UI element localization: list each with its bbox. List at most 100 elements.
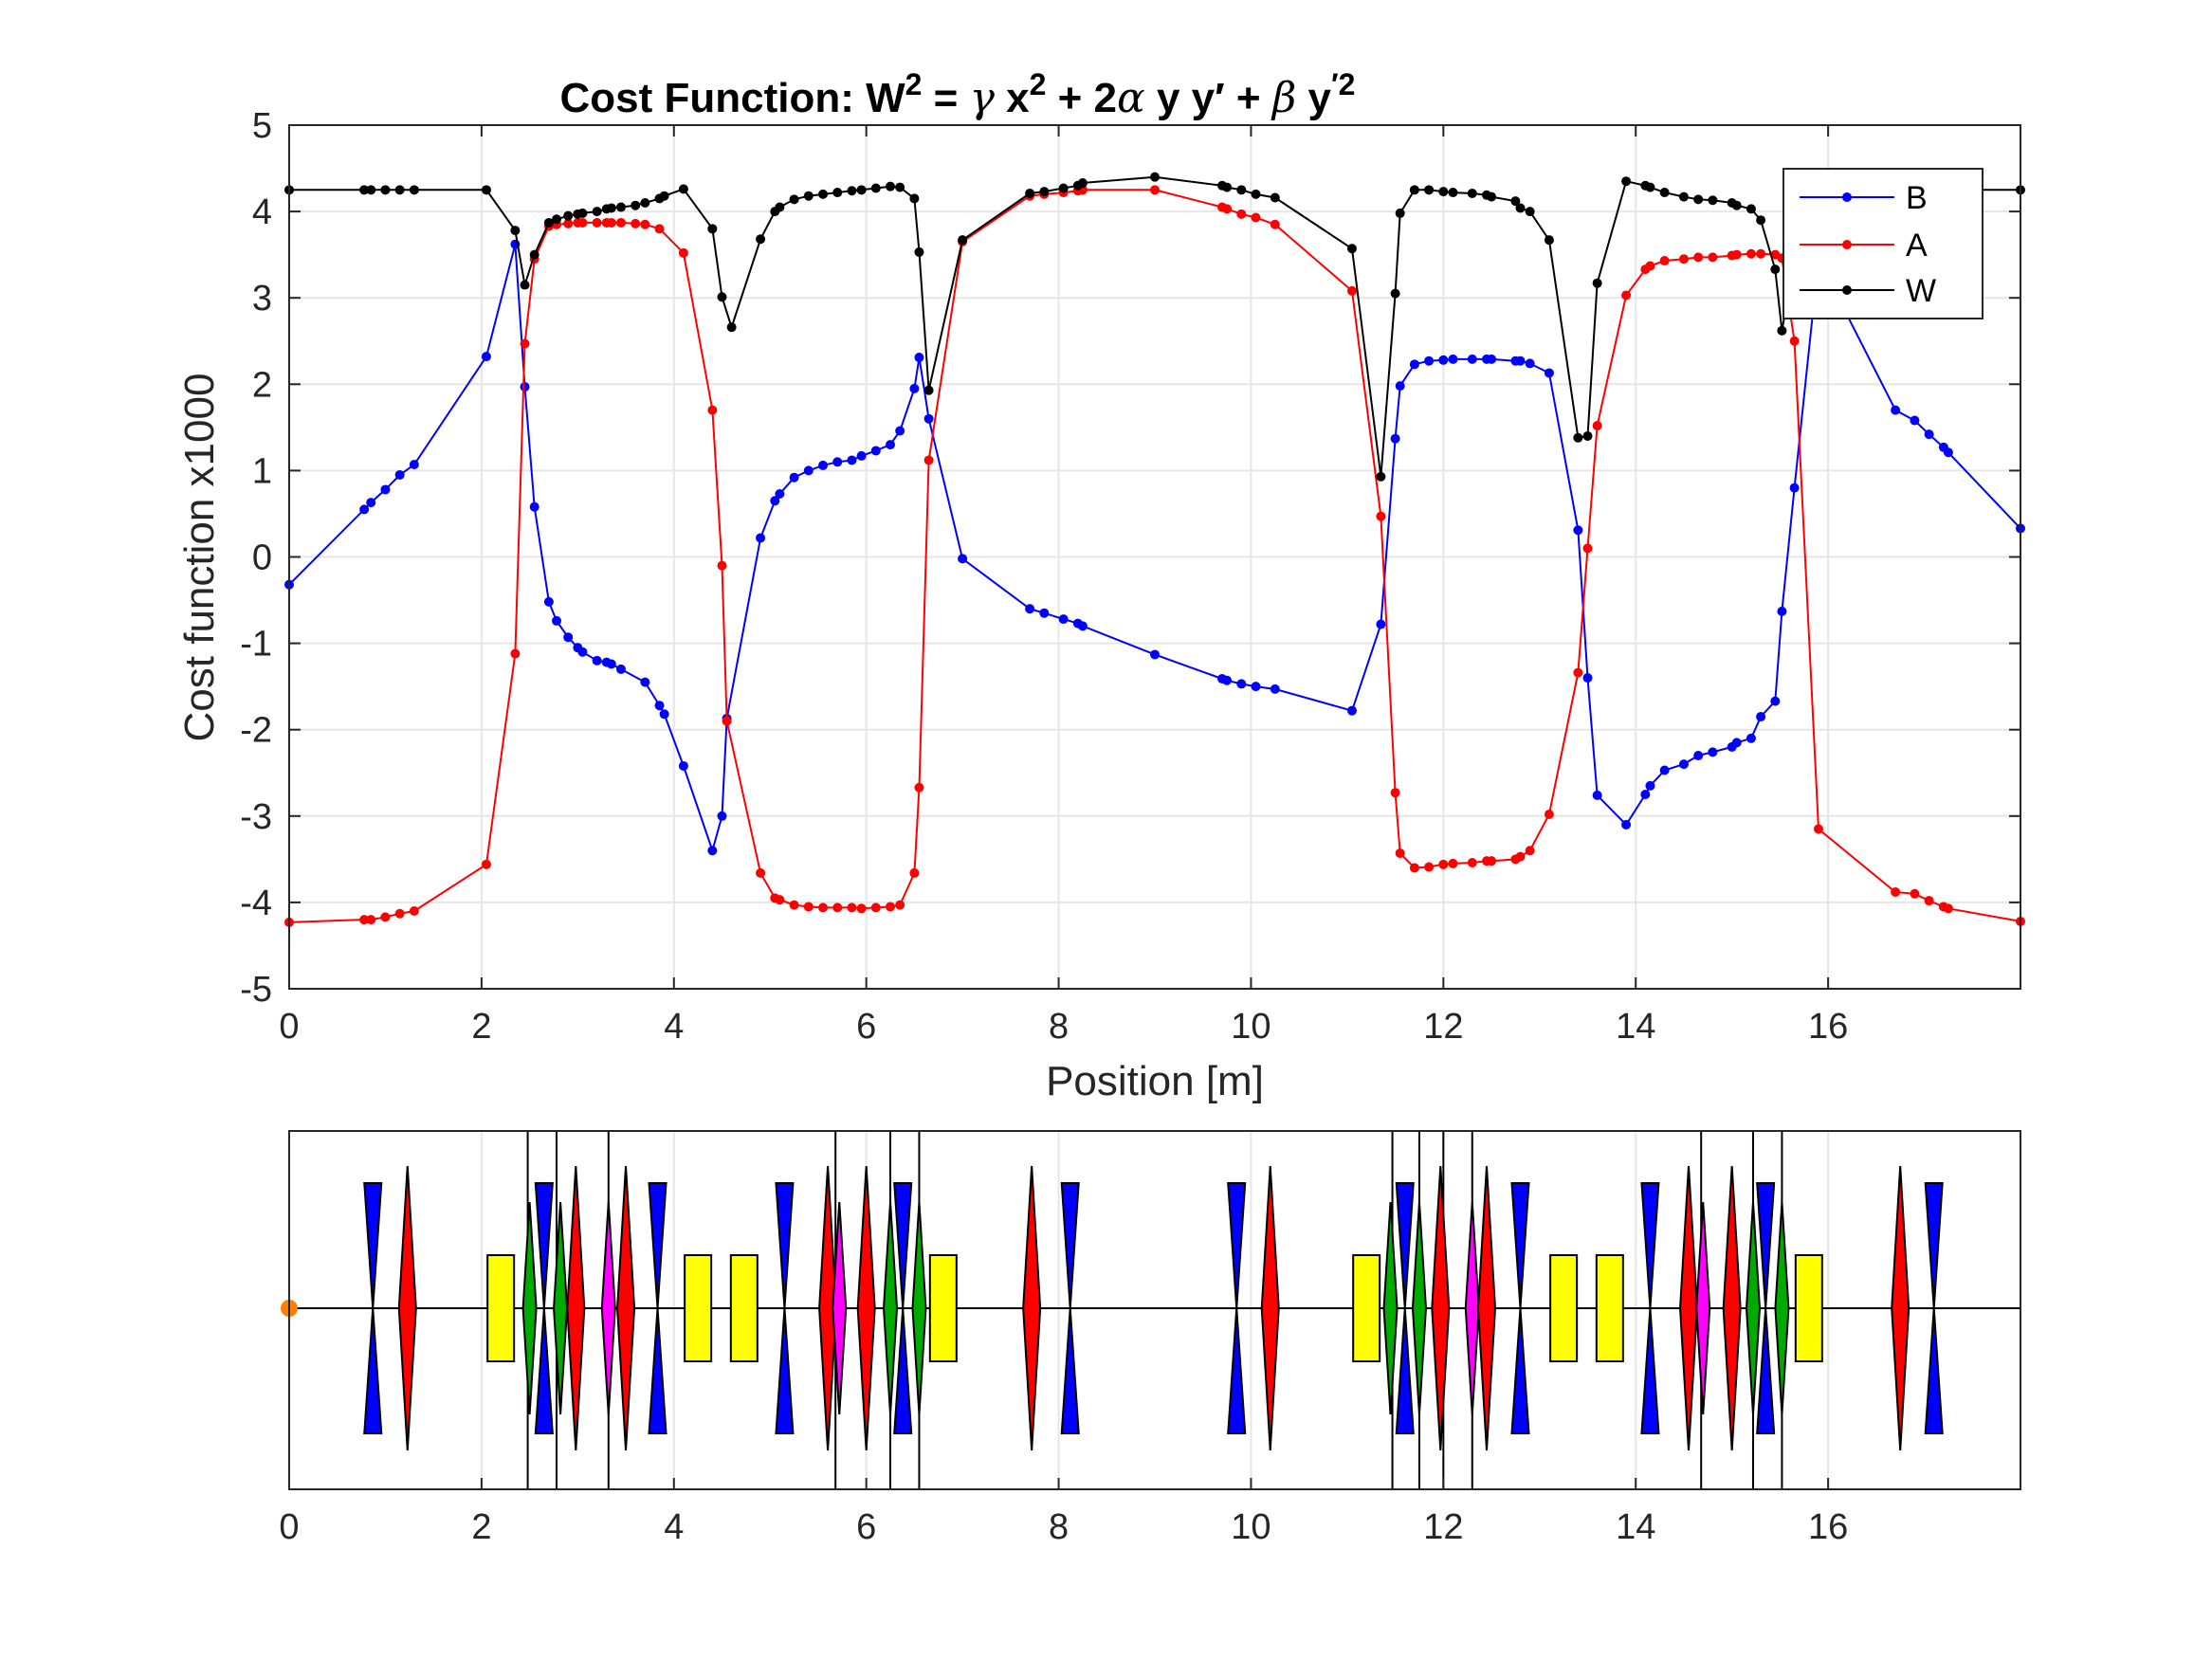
data-point-b bbox=[366, 498, 376, 508]
data-point-b bbox=[563, 632, 574, 643]
data-point-w bbox=[914, 246, 924, 257]
data-point-b bbox=[1789, 483, 1800, 493]
data-point-b bbox=[870, 446, 881, 456]
data-point-a bbox=[606, 217, 616, 228]
data-point-a bbox=[722, 716, 732, 726]
data-point-a bbox=[409, 906, 419, 917]
octupole-element bbox=[1464, 1201, 1480, 1415]
data-point-b bbox=[606, 659, 616, 669]
series-group bbox=[284, 172, 2025, 927]
dipole-magnet bbox=[684, 1254, 713, 1362]
legend-marker-b bbox=[1842, 192, 1852, 202]
lattice-x-tick-label: 10 bbox=[1231, 1507, 1271, 1547]
data-point-w bbox=[1395, 208, 1405, 218]
lattice-x-tick-label: 0 bbox=[279, 1507, 299, 1547]
title-sup1: 2 bbox=[905, 67, 923, 101]
sextupole-element bbox=[1745, 1201, 1761, 1415]
sextupole-element bbox=[553, 1201, 569, 1415]
x-tick-label: 12 bbox=[1423, 1007, 1463, 1047]
grid bbox=[289, 125, 2020, 989]
data-point-b bbox=[1236, 679, 1247, 689]
data-point-b bbox=[1924, 429, 1934, 440]
data-point-a bbox=[1424, 862, 1435, 872]
data-point-a bbox=[789, 900, 799, 910]
x-tick-label: 2 bbox=[471, 1007, 491, 1047]
data-point-b bbox=[1525, 358, 1535, 369]
data-point-b bbox=[1409, 359, 1419, 370]
y-tick-label: 1 bbox=[252, 451, 272, 491]
defocusing-quadrupole bbox=[1640, 1182, 1660, 1434]
data-point-b bbox=[380, 484, 391, 495]
data-point-a bbox=[481, 859, 491, 869]
data-point-w bbox=[1236, 185, 1247, 195]
data-point-b bbox=[789, 472, 799, 483]
data-point-w bbox=[592, 207, 602, 217]
data-point-b bbox=[1438, 355, 1449, 365]
title-prefix: Cost Function: W bbox=[560, 75, 906, 121]
data-point-a bbox=[818, 902, 829, 913]
data-point-w bbox=[1424, 185, 1435, 195]
focusing-quadrupole bbox=[1431, 1165, 1451, 1451]
data-point-w bbox=[543, 217, 554, 228]
data-point-w bbox=[1448, 188, 1458, 198]
data-point-b bbox=[1251, 682, 1261, 692]
data-point-a bbox=[756, 867, 766, 878]
data-point-b bbox=[886, 440, 896, 450]
lattice-plot: 0 2 4 6 8 10 12 14 16 bbox=[279, 1130, 2021, 1547]
data-point-a bbox=[1659, 256, 1670, 266]
data-point-w bbox=[756, 234, 766, 245]
x-tick-label: 16 bbox=[1808, 1007, 1848, 1047]
data-point-b bbox=[529, 501, 539, 512]
lattice-x-tick-label: 4 bbox=[664, 1507, 684, 1547]
data-point-w bbox=[1777, 325, 1787, 336]
data-point-w bbox=[832, 188, 843, 198]
data-point-w bbox=[1487, 191, 1497, 202]
lattice-x-tick-label: 2 bbox=[471, 1507, 491, 1547]
focusing-quadrupole bbox=[1022, 1165, 1042, 1451]
data-point-b bbox=[1708, 747, 1718, 757]
title-sup2: 2 bbox=[1030, 67, 1047, 101]
lattice-x-tick-label: 16 bbox=[1808, 1507, 1848, 1547]
data-point-a bbox=[1487, 856, 1497, 866]
data-point-a bbox=[1222, 204, 1233, 214]
title-part6: + bbox=[1225, 75, 1272, 121]
data-point-w bbox=[1659, 188, 1670, 198]
data-point-a bbox=[870, 902, 881, 913]
dipole-magnet bbox=[486, 1254, 516, 1362]
data-point-b bbox=[615, 664, 626, 674]
data-point-a bbox=[1251, 212, 1261, 223]
defocusing-quadrupole bbox=[893, 1182, 913, 1434]
focusing-quadrupole bbox=[566, 1165, 586, 1451]
data-point-b bbox=[592, 655, 602, 665]
data-point-a bbox=[1448, 858, 1458, 868]
title-gamma: γ bbox=[970, 74, 996, 122]
dipole-magnet bbox=[1794, 1254, 1823, 1362]
data-point-w bbox=[1746, 204, 1756, 214]
data-point-b bbox=[1592, 790, 1602, 800]
data-point-w bbox=[856, 185, 867, 195]
legend-label-b: B bbox=[1906, 180, 1928, 216]
data-point-a bbox=[1592, 421, 1602, 431]
data-point-a bbox=[847, 902, 857, 913]
data-point-a bbox=[1943, 903, 1953, 914]
y-tick-label: -3 bbox=[240, 797, 272, 837]
data-point-a bbox=[707, 405, 718, 415]
defocusing-quadrupole bbox=[648, 1182, 667, 1434]
y-tick-label: 0 bbox=[252, 538, 272, 578]
focusing-quadrupole bbox=[1722, 1165, 1742, 1451]
sextupole-element bbox=[521, 1201, 538, 1415]
focusing-quadrupole bbox=[397, 1165, 417, 1451]
data-point-b bbox=[577, 647, 588, 657]
data-point-a bbox=[678, 247, 688, 258]
data-point-a bbox=[1756, 248, 1766, 259]
title-prime: ′ bbox=[1215, 75, 1225, 121]
data-point-a bbox=[886, 902, 896, 912]
y-tick-label: -2 bbox=[240, 711, 272, 751]
data-point-b bbox=[1678, 759, 1689, 770]
data-point-b bbox=[770, 496, 780, 506]
lattice-x-tick-label: 12 bbox=[1423, 1507, 1463, 1547]
octupole-element bbox=[600, 1201, 616, 1415]
data-point-b bbox=[856, 450, 867, 461]
data-point-a bbox=[1678, 254, 1689, 264]
